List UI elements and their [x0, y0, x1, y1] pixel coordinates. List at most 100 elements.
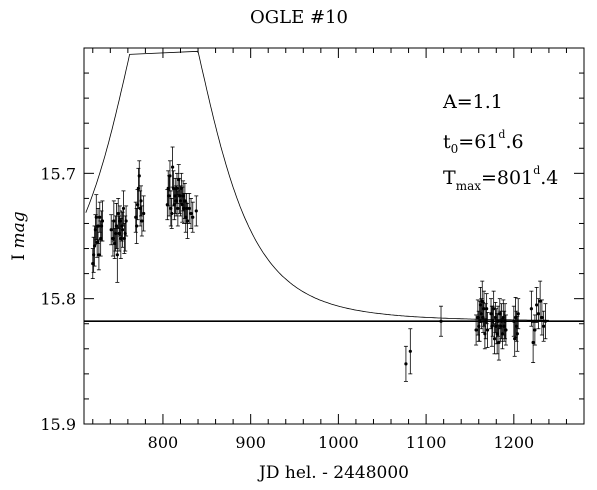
data-point — [97, 201, 102, 233]
data-marker — [121, 206, 126, 211]
data-marker — [168, 174, 172, 178]
data-marker — [183, 199, 187, 203]
data-marker — [175, 186, 179, 190]
data-marker — [142, 211, 146, 216]
data-point — [496, 305, 501, 337]
data-marker — [404, 362, 408, 366]
data-point — [513, 297, 518, 338]
data-point — [531, 322, 536, 363]
data-point — [111, 200, 116, 242]
data-marker — [185, 219, 190, 223]
data-marker — [112, 219, 116, 223]
data-marker — [542, 324, 546, 328]
data-point — [120, 211, 125, 248]
data-marker — [187, 206, 191, 211]
data-marker — [496, 319, 500, 323]
data-point — [124, 205, 129, 237]
y-tick-labels: 15.7 15.8 15.9 — [40, 164, 76, 434]
data-point — [177, 177, 182, 214]
data-marker — [94, 215, 98, 219]
data-marker — [536, 312, 540, 316]
data-marker — [482, 307, 486, 311]
y-axis-label-prefix: I — [9, 254, 29, 261]
data-point — [169, 197, 174, 229]
data-marker — [170, 211, 174, 216]
data-marker — [120, 228, 125, 232]
data-marker — [98, 215, 102, 219]
data-point — [529, 290, 534, 327]
plot-frame — [83, 47, 585, 425]
data-point — [543, 303, 548, 340]
data-point — [512, 320, 517, 357]
data-point — [100, 200, 105, 242]
data-point — [194, 195, 199, 227]
data-point — [96, 208, 101, 244]
x-tick-label: 900 — [235, 433, 266, 452]
annotation-amplification: A=1.1 — [442, 91, 503, 113]
data-marker — [139, 199, 143, 203]
y-tick-label: 15.9 — [40, 415, 76, 434]
data-points — [90, 146, 548, 382]
data-marker — [194, 209, 198, 213]
data-marker — [140, 219, 144, 223]
data-marker — [116, 211, 120, 216]
data-point — [174, 172, 179, 204]
data-point — [496, 324, 501, 361]
y-tick-label: 15.7 — [40, 164, 76, 183]
data-point — [532, 314, 537, 346]
data-marker — [492, 337, 497, 341]
data-point — [175, 190, 180, 227]
data-point — [185, 203, 190, 239]
data-point — [503, 314, 508, 346]
data-point — [139, 185, 144, 217]
data-point — [480, 280, 485, 322]
data-point — [484, 293, 489, 325]
x-tick-label: 800 — [148, 433, 179, 452]
y-tick-label: 15.8 — [40, 290, 76, 309]
chart-title: OGLE #10 — [250, 7, 348, 28]
data-marker — [100, 219, 105, 223]
x-tick-labels: 800 900 1000 1100 1200 — [148, 433, 535, 452]
data-marker — [167, 194, 171, 198]
data-marker — [485, 307, 489, 311]
data-marker — [92, 244, 97, 248]
data-point — [515, 315, 520, 352]
data-point — [121, 190, 126, 227]
data-marker — [513, 337, 517, 341]
data-marker — [439, 319, 443, 323]
data-marker — [408, 349, 412, 353]
data-point — [408, 328, 413, 375]
axis-ticks — [84, 47, 585, 425]
y-axis-label-unit: mag — [9, 211, 29, 248]
data-marker — [504, 328, 508, 332]
data-marker — [538, 299, 542, 303]
data-marker — [474, 328, 478, 332]
data-point — [190, 201, 195, 233]
data-point — [116, 197, 121, 229]
data-point — [141, 195, 146, 232]
data-point — [485, 312, 490, 348]
data-point — [92, 225, 97, 267]
x-tick-label: 1000 — [318, 433, 359, 452]
data-marker — [531, 340, 535, 345]
data-marker — [529, 307, 533, 311]
data-point — [482, 290, 486, 327]
data-point — [536, 298, 541, 330]
data-marker — [176, 206, 180, 211]
data-marker — [124, 219, 128, 223]
x-axis-label: JD hel. - 2448000 — [257, 463, 409, 483]
data-point — [115, 226, 120, 283]
data-point — [134, 208, 139, 244]
data-point — [189, 197, 194, 229]
x-tick-label: 1100 — [406, 433, 447, 452]
data-point — [539, 299, 544, 336]
data-point — [109, 214, 114, 246]
annotation-t0: t0=61d.6 — [443, 128, 524, 156]
data-marker — [540, 315, 544, 320]
data-marker — [115, 253, 119, 257]
data-point — [534, 286, 539, 323]
data-marker — [535, 303, 539, 307]
data-point — [491, 290, 496, 327]
data-point — [403, 345, 408, 382]
